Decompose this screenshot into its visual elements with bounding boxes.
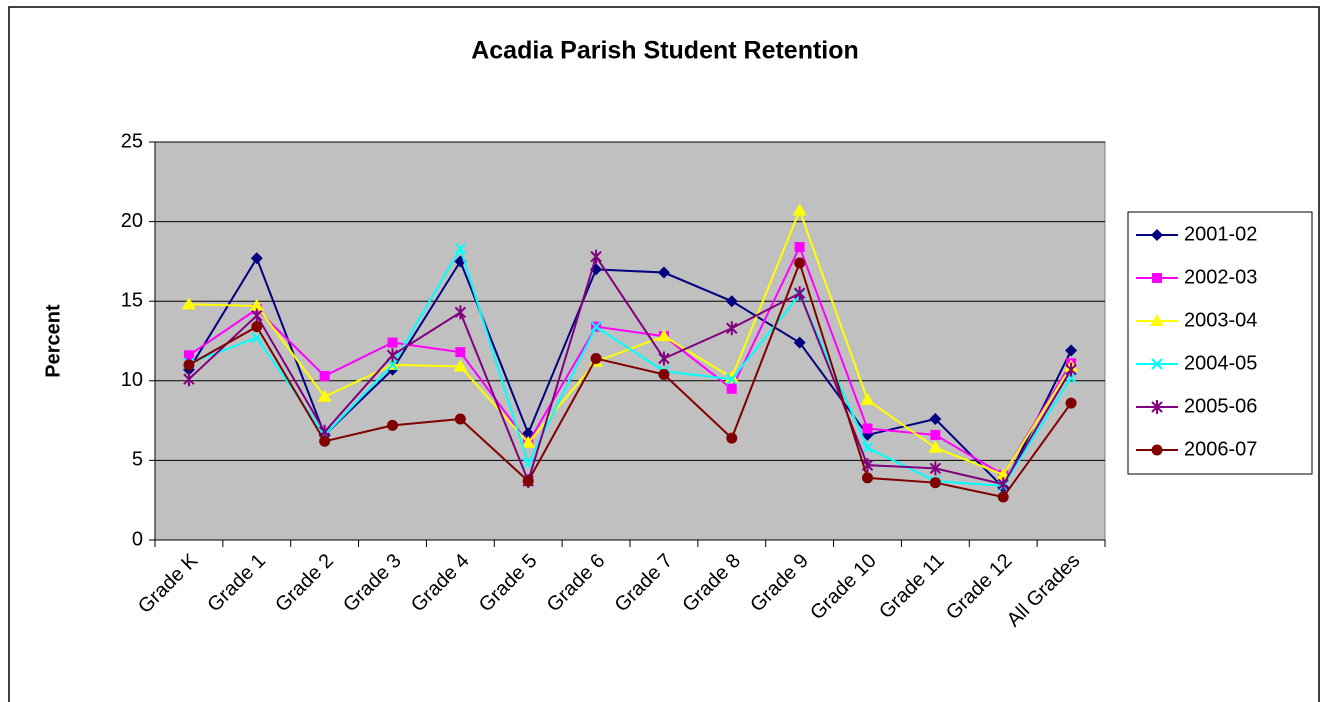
y-tick-label: 20 [121, 210, 143, 232]
marker [1065, 344, 1078, 357]
marker [522, 475, 534, 487]
marker [317, 389, 332, 402]
legend-label: 2004-05 [1184, 352, 1257, 374]
marker [862, 472, 873, 484]
marker [319, 435, 331, 447]
y-tick-label: 10 [121, 369, 143, 391]
marker [319, 371, 330, 382]
marker [929, 413, 942, 426]
marker [726, 321, 738, 336]
marker [726, 373, 738, 385]
marker [387, 419, 398, 431]
marker [387, 337, 398, 348]
marker [183, 359, 195, 371]
marker [250, 252, 263, 265]
legend-label: 2006-07 [1184, 438, 1257, 460]
marker [725, 295, 738, 308]
marker [794, 257, 806, 269]
series-line [188, 246, 1072, 487]
legend-label: 2005-06 [1184, 395, 1257, 417]
marker [183, 350, 194, 361]
marker [181, 297, 196, 310]
marker [997, 477, 1009, 492]
marker [997, 491, 1009, 503]
plot-area [154, 141, 1106, 541]
marker [1150, 314, 1164, 326]
y-tick-label: 5 [132, 449, 143, 471]
marker [251, 308, 263, 323]
marker [251, 321, 263, 333]
marker [656, 329, 671, 342]
marker [1151, 400, 1163, 414]
marker [590, 320, 602, 333]
y-tick-label: 25 [121, 130, 143, 152]
marker [792, 203, 807, 216]
legend-label: 2003-04 [1184, 309, 1257, 331]
marker [930, 429, 941, 440]
marker [454, 242, 467, 255]
marker [386, 348, 399, 363]
marker [1151, 444, 1163, 456]
marker [590, 249, 602, 264]
chart-title: Acadia Parish Student Retention [471, 37, 859, 65]
marker [251, 332, 263, 344]
marker [454, 413, 466, 425]
marker [386, 359, 399, 371]
marker [1152, 273, 1162, 283]
marker [454, 305, 467, 320]
legend-label: 2002-03 [1184, 266, 1257, 288]
legend-box [1127, 211, 1313, 475]
legend-label: 2001-02 [1184, 223, 1257, 245]
marker [928, 440, 943, 453]
y-tick-label: 0 [132, 528, 143, 550]
marker [861, 441, 874, 454]
marker [249, 298, 264, 311]
marker [1151, 229, 1163, 241]
marker [453, 359, 468, 372]
marker [1065, 397, 1077, 409]
marker [929, 461, 942, 476]
marker [862, 423, 873, 434]
marker [521, 435, 536, 448]
marker [1065, 362, 1077, 377]
marker [658, 351, 670, 366]
marker [657, 266, 670, 279]
marker [590, 353, 602, 365]
series-line [188, 244, 1072, 477]
marker [793, 336, 806, 349]
marker [1151, 358, 1163, 370]
marker [726, 432, 738, 444]
marker [658, 368, 670, 380]
marker [793, 286, 806, 301]
marker [929, 477, 941, 489]
marker [726, 383, 737, 394]
y-tick-label: 15 [121, 289, 143, 311]
series-line [188, 254, 1072, 486]
y-axis-label: Percent [42, 304, 64, 378]
marker [860, 392, 875, 405]
marker [183, 372, 195, 387]
series-line [188, 259, 1072, 499]
marker [794, 242, 805, 253]
marker [455, 347, 466, 358]
